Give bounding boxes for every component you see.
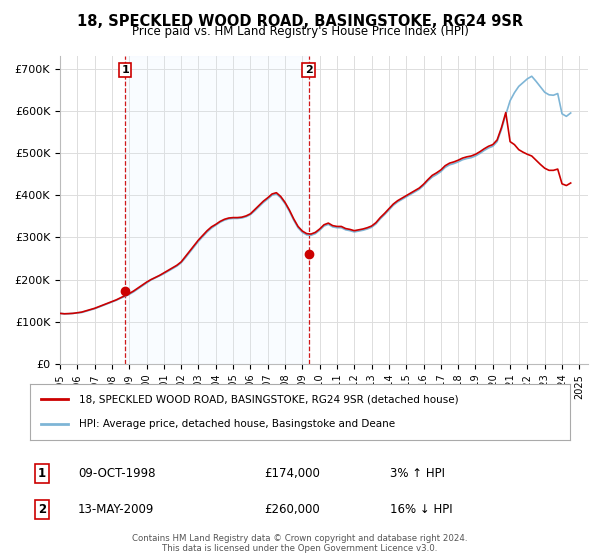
Text: 3% ↑ HPI: 3% ↑ HPI [390,466,445,480]
Text: Contains HM Land Registry data © Crown copyright and database right 2024.
This d: Contains HM Land Registry data © Crown c… [132,534,468,553]
Text: 09-OCT-1998: 09-OCT-1998 [78,466,155,480]
Bar [125,56,308,364]
Text: £174,000: £174,000 [264,466,320,480]
Text: 2: 2 [305,65,313,75]
Text: 18, SPECKLED WOOD ROAD, BASINGSTOKE, RG24 9SR (detached house): 18, SPECKLED WOOD ROAD, BASINGSTOKE, RG2… [79,394,458,404]
Text: £260,000: £260,000 [264,503,320,516]
Text: 16% ↓ HPI: 16% ↓ HPI [390,503,452,516]
Text: 1: 1 [121,65,129,75]
Text: 2: 2 [38,503,46,516]
Text: HPI: Average price, detached house, Basingstoke and Deane: HPI: Average price, detached house, Basi… [79,419,395,429]
Text: 18, SPECKLED WOOD ROAD, BASINGSTOKE, RG24 9SR: 18, SPECKLED WOOD ROAD, BASINGSTOKE, RG2… [77,14,523,29]
Text: Price paid vs. HM Land Registry's House Price Index (HPI): Price paid vs. HM Land Registry's House … [131,25,469,38]
Text: 13-MAY-2009: 13-MAY-2009 [78,503,154,516]
Text: 1: 1 [38,466,46,480]
